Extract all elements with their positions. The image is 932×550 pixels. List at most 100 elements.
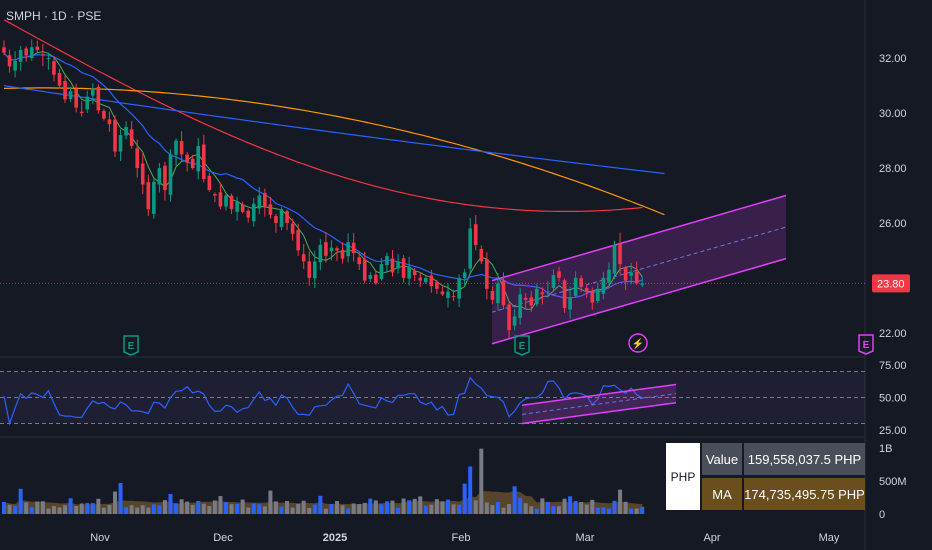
candle xyxy=(512,309,517,331)
volume-bar xyxy=(74,506,79,514)
volume-bar xyxy=(290,507,295,514)
volume-bar xyxy=(629,508,634,514)
event-marker[interactable]: ⚡ xyxy=(628,333,648,353)
rsi-tick-label: 25.00 xyxy=(879,425,907,437)
candle-body xyxy=(52,61,56,75)
candle-body xyxy=(285,211,289,223)
volume-bar xyxy=(540,498,545,514)
ma-amount: 174,735,495.75 PHP xyxy=(744,478,865,510)
price-tick-label: 28.00 xyxy=(879,163,907,175)
volume-bar xyxy=(63,505,68,514)
volume-bar xyxy=(423,505,428,514)
volume-bar xyxy=(384,501,389,514)
volume-bar xyxy=(2,502,6,514)
candle-body xyxy=(501,280,506,306)
candle-body xyxy=(529,297,534,306)
candle-body xyxy=(190,158,195,169)
candle-body xyxy=(374,274,378,284)
volume-bar xyxy=(151,504,156,514)
price-tick-label: 26.00 xyxy=(879,218,907,230)
price-tick-label: 22.00 xyxy=(879,328,907,340)
time-tick-label: Nov xyxy=(90,532,110,544)
candle xyxy=(335,246,339,262)
volume-bar xyxy=(495,502,500,514)
candle-body xyxy=(590,290,595,303)
candle-body xyxy=(368,275,373,279)
volume-bar xyxy=(407,500,412,514)
candle-body xyxy=(179,140,184,155)
candle xyxy=(35,40,40,54)
volume-bar xyxy=(534,508,539,514)
candle xyxy=(63,75,67,103)
candle xyxy=(590,287,595,310)
candle xyxy=(468,217,472,274)
candle xyxy=(85,90,90,114)
volume-bar xyxy=(196,500,201,514)
volume-bar xyxy=(85,503,90,514)
candle-body xyxy=(540,292,545,295)
candle-body xyxy=(546,291,550,293)
symbol-title[interactable]: SMPH · 1D · PSE xyxy=(6,9,102,23)
earnings-marker-shape xyxy=(858,334,874,355)
candle xyxy=(551,269,556,291)
candle-body xyxy=(468,228,472,269)
candle xyxy=(379,257,384,281)
candle-body xyxy=(385,255,389,266)
candle-body xyxy=(263,193,267,207)
volume-bar xyxy=(551,506,556,514)
volume-tick-label: 1B xyxy=(879,443,892,455)
candle-body xyxy=(429,275,434,287)
volume-bar xyxy=(401,498,406,514)
candle-body xyxy=(213,194,217,196)
event-marker-label: ⚡ xyxy=(632,337,644,350)
candle xyxy=(546,281,550,298)
candle-body xyxy=(13,60,17,71)
candle xyxy=(629,262,633,285)
ma-200-line xyxy=(3,85,665,175)
candle xyxy=(612,240,617,280)
candle xyxy=(229,193,234,215)
candle-body xyxy=(351,242,356,254)
candle-body xyxy=(118,135,123,152)
candle xyxy=(135,139,139,178)
candle-body xyxy=(163,165,167,190)
candle-body xyxy=(584,287,589,292)
volume-bar xyxy=(329,503,334,514)
volume-bar xyxy=(584,504,589,514)
event-marker[interactable]: E xyxy=(514,335,530,356)
candle-body xyxy=(35,46,40,50)
candle xyxy=(157,162,162,193)
candle xyxy=(146,174,151,216)
candle-body xyxy=(496,283,500,304)
candle xyxy=(385,252,389,273)
candle xyxy=(107,111,112,132)
event-marker[interactable]: E xyxy=(123,335,139,356)
candle-body xyxy=(57,73,62,86)
candle-body xyxy=(18,49,23,62)
volume-bar xyxy=(212,500,217,514)
channel-lower-line xyxy=(491,257,787,345)
candle xyxy=(568,286,572,319)
volume-bar xyxy=(434,499,439,514)
volume-bar xyxy=(118,482,123,514)
ma-50-line xyxy=(3,19,643,212)
candle xyxy=(396,254,400,274)
ma-label: MA xyxy=(702,478,742,510)
candle xyxy=(557,266,561,282)
candle xyxy=(618,232,622,274)
event-marker[interactable]: E xyxy=(858,334,874,355)
candle-body xyxy=(29,47,34,59)
candle xyxy=(473,215,478,251)
candle xyxy=(424,276,428,285)
candle xyxy=(462,268,467,286)
candle xyxy=(263,188,267,217)
candle xyxy=(118,129,123,162)
candle xyxy=(340,242,345,264)
rsi-channel-mid xyxy=(521,393,677,415)
candle-body xyxy=(157,168,162,185)
volume-bar xyxy=(462,483,467,514)
volume-bar xyxy=(357,504,362,514)
volume-bar xyxy=(90,503,95,514)
event-markers[interactable]: E E ⚡ E xyxy=(123,333,874,356)
